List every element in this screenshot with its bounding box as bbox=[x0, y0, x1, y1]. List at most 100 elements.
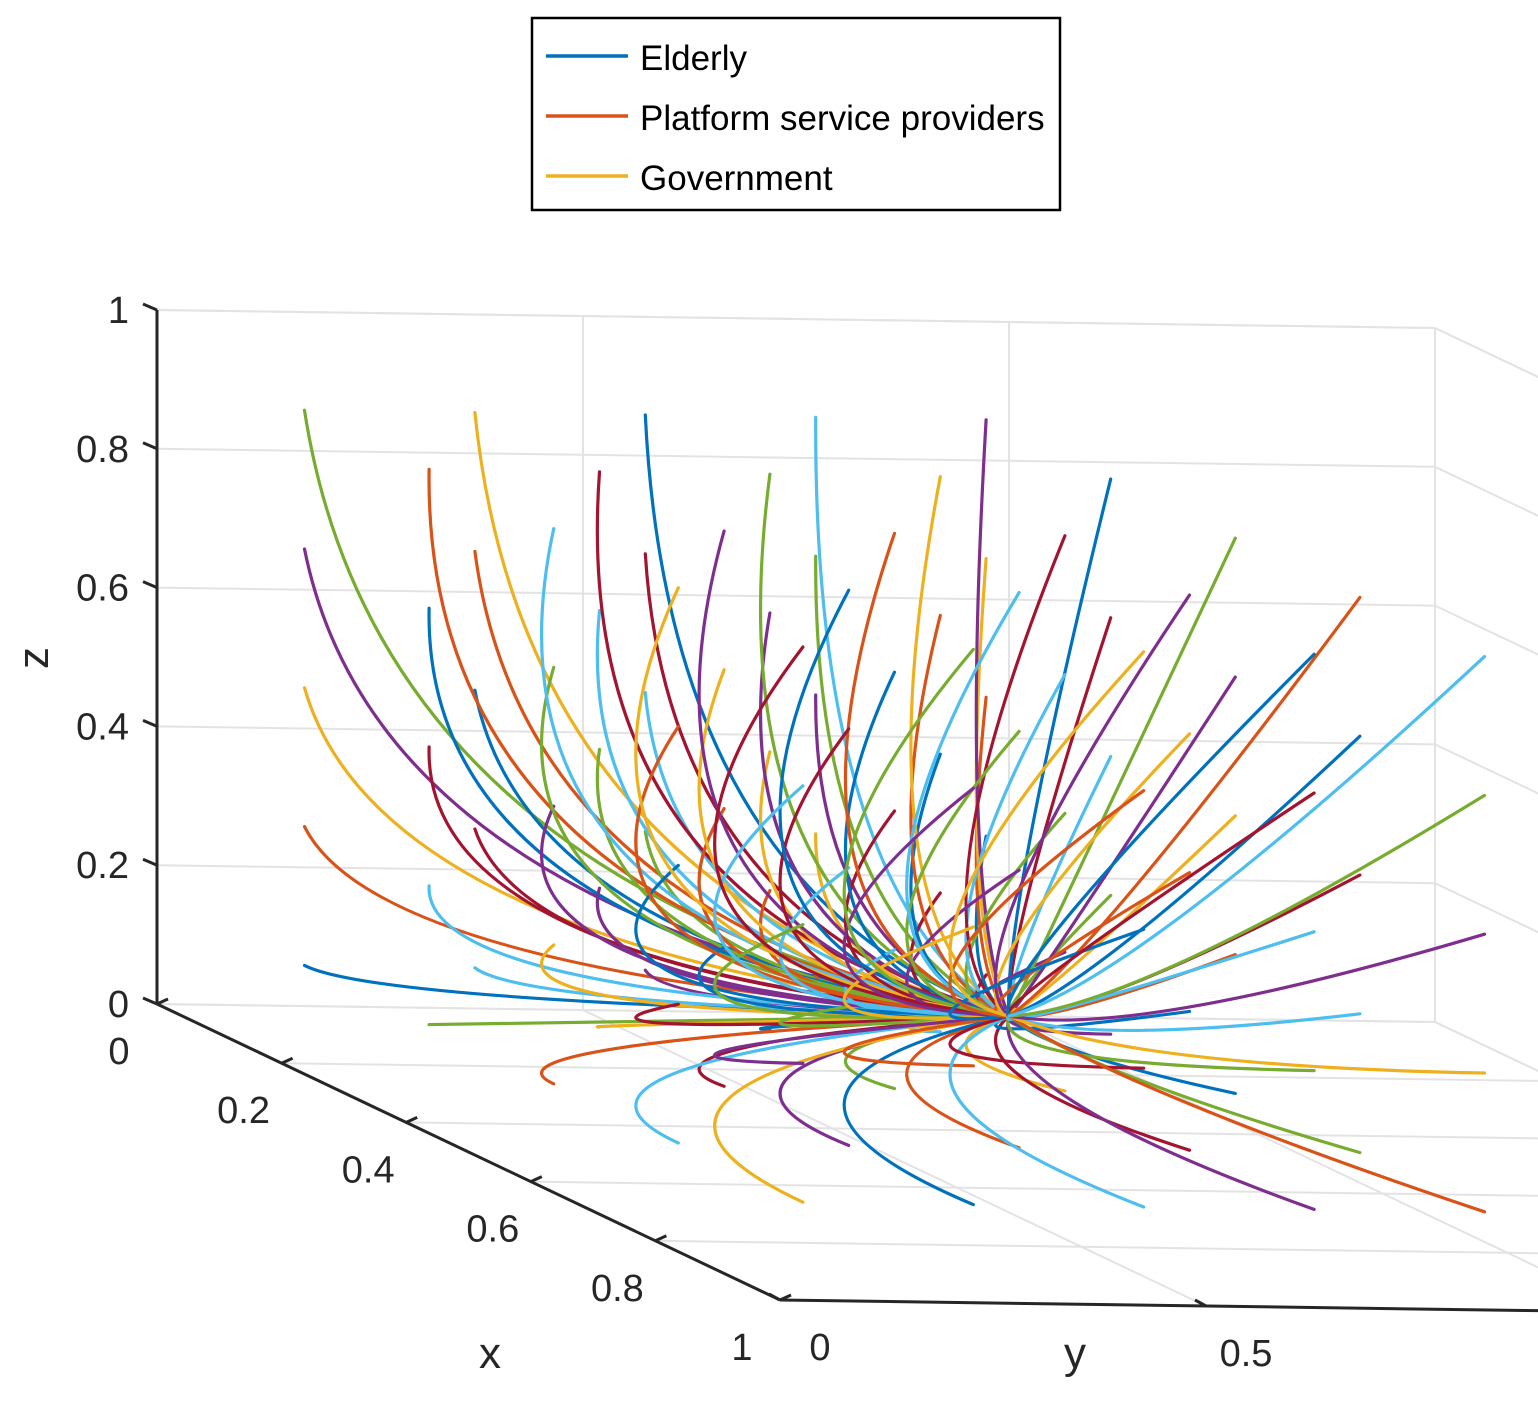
grid-line bbox=[655, 1239, 1538, 1255]
z-tick-label: 0.2 bbox=[76, 845, 129, 887]
legend-label-government: Government bbox=[640, 159, 833, 198]
trajectory-line bbox=[634, 1014, 1011, 1145]
x-tick-mark bbox=[280, 1056, 294, 1065]
x-axis-line bbox=[156, 1002, 781, 1302]
z-tick-label: 1 bbox=[108, 290, 129, 332]
trajectory-line bbox=[909, 613, 1011, 1018]
x-tick-label: 0 bbox=[108, 1031, 129, 1073]
grid-line bbox=[582, 1009, 1207, 1307]
x-tick-label: 0.6 bbox=[466, 1209, 519, 1251]
y-tick-mark bbox=[768, 1292, 781, 1302]
trajectory-line bbox=[1007, 793, 1487, 1018]
grid-line bbox=[530, 1180, 1538, 1197]
z-tick-mark bbox=[142, 580, 158, 589]
trajectory-line bbox=[634, 863, 1011, 1018]
trajectory-line bbox=[473, 549, 1011, 1018]
grid-line bbox=[1434, 327, 1538, 379]
y-tick-label: 0 bbox=[809, 1327, 830, 1369]
grid-line bbox=[1008, 1015, 1538, 1269]
z-tick-mark bbox=[142, 857, 158, 867]
y-tick-label: 0.5 bbox=[1220, 1333, 1273, 1375]
trajectory-line bbox=[1006, 930, 1316, 1022]
grid-line bbox=[156, 447, 1436, 468]
x-tick-label: 0.2 bbox=[217, 1090, 270, 1132]
trajectory-line bbox=[713, 1014, 1011, 1204]
trajectory-line bbox=[842, 647, 1011, 1018]
x-tick-mark bbox=[779, 1293, 792, 1302]
z-tick-mark bbox=[142, 996, 158, 1006]
x-tick-mark bbox=[156, 997, 169, 1006]
z-tick-mark bbox=[142, 441, 158, 451]
legend-label-platform: Platform service providers bbox=[640, 99, 1045, 138]
trajectory-line bbox=[713, 784, 1011, 1018]
x-axis-label: x bbox=[479, 1329, 501, 1378]
trajectory-line bbox=[948, 789, 1146, 1018]
trajectory-line bbox=[427, 745, 1011, 1018]
trajectory-line bbox=[842, 786, 1011, 1018]
x-tick-mark bbox=[405, 1116, 418, 1124]
trajectory-line bbox=[905, 1014, 1021, 1150]
grid-line bbox=[1434, 604, 1538, 656]
trajectory-line bbox=[909, 475, 1011, 1018]
trajectory-lines bbox=[302, 408, 1487, 1214]
grid-line bbox=[156, 586, 1436, 607]
y-axis-label: y bbox=[1064, 1329, 1086, 1378]
trajectory-line bbox=[843, 531, 1011, 1018]
grid-line bbox=[1434, 465, 1538, 517]
trajectory-line bbox=[634, 725, 1011, 1018]
trajectory-line bbox=[948, 1014, 1146, 1070]
grid-line bbox=[1434, 743, 1538, 795]
trajectory-line bbox=[1007, 1014, 1487, 1075]
z-tick-label: 0.8 bbox=[76, 429, 129, 471]
x-tick-label: 1 bbox=[731, 1327, 752, 1369]
trajectory-line bbox=[948, 1014, 1146, 1209]
x-tick-label: 0.8 bbox=[591, 1268, 644, 1310]
trajectory-line bbox=[964, 534, 1067, 1018]
trajectory-line bbox=[1007, 595, 1362, 1018]
trajectory-line bbox=[1007, 477, 1113, 1018]
grid-line bbox=[1434, 1021, 1538, 1073]
axes bbox=[142, 302, 1538, 1313]
trajectory-line bbox=[1007, 1014, 1487, 1214]
trajectory-line bbox=[993, 1014, 1192, 1152]
z-tick-label: 0 bbox=[108, 984, 129, 1026]
grid-line bbox=[1434, 1021, 1538, 1073]
trajectory-line bbox=[1007, 932, 1487, 1022]
trajectory-line bbox=[759, 472, 1011, 1018]
z-axis-label: z bbox=[9, 647, 58, 669]
grid-line bbox=[156, 309, 1436, 329]
trajectory-line bbox=[634, 586, 1011, 1018]
z-tick-mark bbox=[142, 719, 158, 728]
legend-box bbox=[530, 16, 1062, 212]
trajectory-line bbox=[842, 925, 1011, 1020]
trajectory-line bbox=[1007, 1012, 1362, 1033]
grid-line bbox=[281, 1062, 1538, 1082]
trajectory-line bbox=[1007, 655, 1487, 1018]
grid-line bbox=[156, 725, 1436, 746]
z-tick-label: 0.4 bbox=[76, 706, 129, 748]
trajectory-line bbox=[1006, 1014, 1316, 1211]
legend-label-elderly: Elderly bbox=[640, 39, 747, 78]
trajectory-line bbox=[1007, 536, 1237, 1018]
legend: Elderly Platform service providers Gover… bbox=[530, 16, 1062, 212]
grid-line bbox=[1434, 327, 1538, 379]
trajectory-line bbox=[842, 1014, 1011, 1068]
trajectory-line bbox=[778, 588, 1011, 1018]
z-tick-label: 0.6 bbox=[76, 568, 129, 610]
x-tick-mark bbox=[530, 1175, 543, 1183]
trajectory-line bbox=[993, 593, 1192, 1018]
trajectory-line bbox=[948, 650, 1146, 1018]
y-tick-mark bbox=[1194, 1298, 1207, 1308]
trajectory-line bbox=[634, 1002, 1011, 1027]
z-tick-mark bbox=[142, 302, 158, 312]
trajectory-line bbox=[1006, 652, 1316, 1018]
x-tick-label: 0.4 bbox=[342, 1149, 395, 1191]
trajectory-line bbox=[1006, 791, 1316, 1018]
trajectory-line bbox=[905, 591, 1021, 1018]
grid-line bbox=[406, 1121, 1538, 1140]
trajectory-line bbox=[713, 1014, 1011, 1065]
trajectory-line bbox=[842, 1014, 1011, 1207]
y-axis-line bbox=[779, 1298, 1538, 1313]
